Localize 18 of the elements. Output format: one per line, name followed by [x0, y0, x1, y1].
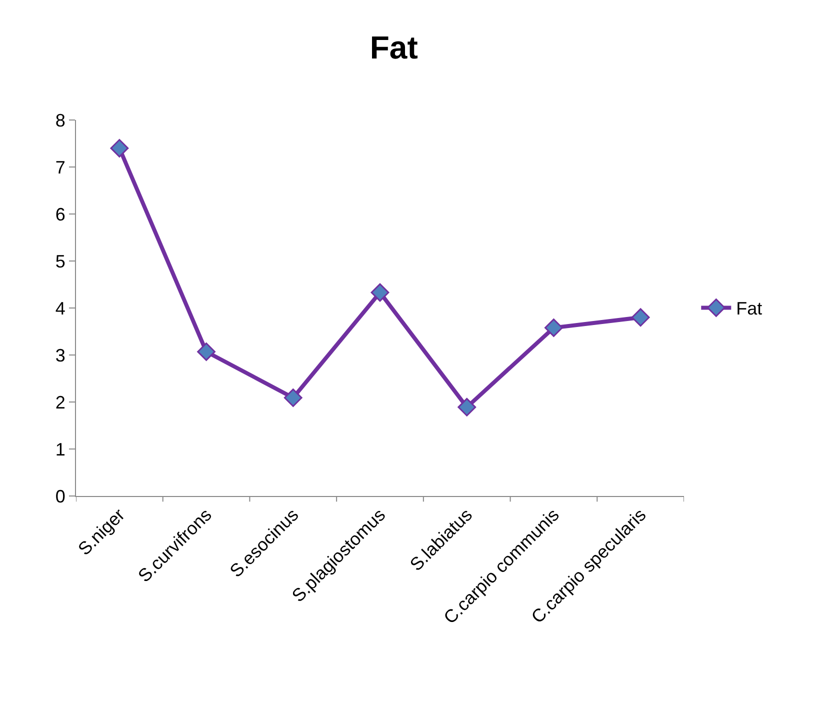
point: [544, 318, 563, 337]
y-tick-label: 5: [55, 251, 66, 272]
y-tick-label: 6: [55, 204, 66, 224]
y-tick-label: 0: [55, 486, 66, 506]
y-tick-label: 4: [55, 298, 66, 318]
chart-title: Fat: [370, 29, 418, 66]
point: [631, 308, 650, 327]
y-tick-label: 8: [55, 110, 66, 130]
point: [370, 283, 390, 302]
y-tick-label: 3: [55, 345, 66, 366]
legend-label: Fat: [736, 298, 762, 319]
point: [284, 388, 302, 407]
point: [197, 342, 216, 361]
point: [458, 398, 476, 416]
y-tick-label: 2: [55, 392, 66, 412]
point: [110, 139, 129, 158]
y-tick-label: 1: [55, 439, 66, 460]
y-tick-label: 7: [55, 157, 66, 178]
